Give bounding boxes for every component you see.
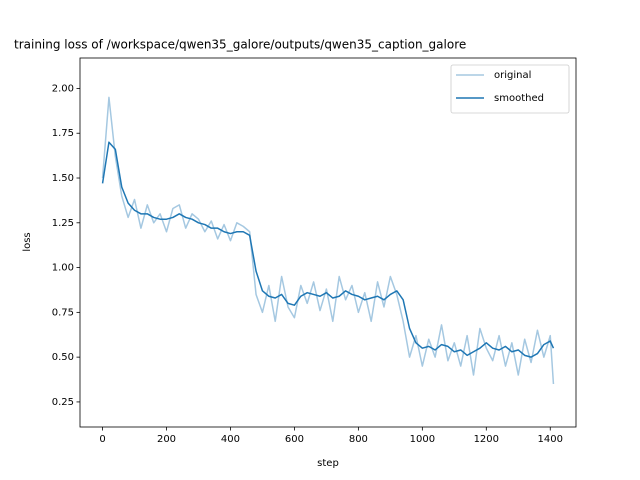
x-tick-label: 0	[99, 434, 105, 445]
x-tick-label: 400	[221, 434, 240, 445]
y-tick-label: 1.50	[52, 173, 74, 184]
x-tick-label: 1000	[410, 434, 435, 445]
x-tick-label: 600	[285, 434, 304, 445]
chart-title: training loss of /workspace/qwen35_galor…	[14, 38, 466, 52]
y-tick-label: 1.75	[52, 128, 74, 139]
legend-box	[450, 64, 570, 114]
y-tick-label: 0.50	[52, 352, 74, 363]
y-axis-label: loss	[22, 232, 33, 251]
x-tick-label: 800	[349, 434, 368, 445]
legend-label: original	[494, 70, 531, 81]
y-tick-label: 1.00	[52, 263, 74, 274]
axes-frame	[79, 57, 577, 428]
series-line	[101, 96, 555, 385]
series-line	[101, 141, 555, 358]
x-axis-label: step	[317, 458, 339, 469]
y-tick-label: 2.00	[52, 83, 74, 94]
legend-label: smoothed	[494, 93, 544, 104]
x-tick-label: 200	[157, 434, 176, 445]
x-tick-label: 1200	[474, 434, 499, 445]
y-tick-label: 0.25	[52, 397, 74, 408]
y-tick-label: 0.75	[52, 307, 74, 318]
x-tick-label: 1400	[538, 434, 563, 445]
y-tick-label: 1.25	[52, 218, 74, 229]
